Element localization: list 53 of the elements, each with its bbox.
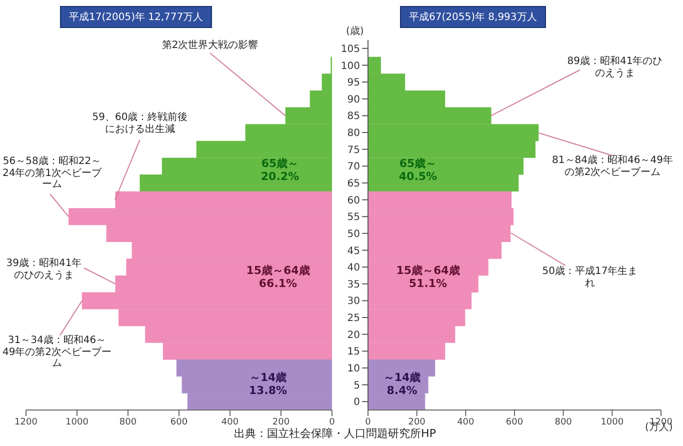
annotation: 15歳～64歳 51.1%: [395, 264, 461, 290]
y-tick-label: 0: [354, 397, 360, 408]
annotation: 39歳：昭和41年のひのえうま: [5, 258, 83, 281]
y-tick-label: 55: [347, 212, 360, 224]
y-tick-label: 25: [347, 313, 360, 324]
annotation: 89歳：昭和41年のひのえうま: [566, 56, 664, 79]
x-tick-label: 600: [170, 417, 188, 428]
annotation: ～14歳 13.8%: [248, 371, 288, 398]
annotation: 65歳～ 40.5%: [398, 157, 438, 184]
y-tick-label: 70: [347, 162, 360, 173]
chart-title: 平成17(2005)年 12,777万人: [60, 6, 212, 28]
y-tick-label: 85: [347, 111, 360, 122]
y-tick-label: 20: [347, 330, 360, 341]
x-tick-label: 1000: [66, 417, 89, 428]
x-tick-label: 400: [221, 417, 239, 428]
y-tick-label: 50: [347, 228, 360, 240]
annotation: 50歳：平成17年生まれ: [541, 266, 639, 289]
x-tick-label: 1200: [14, 417, 38, 428]
y-tick-label: 5: [354, 380, 360, 392]
y-tick-label: 35: [347, 279, 360, 290]
annotation: 15歳～64歳 66.1%: [245, 264, 311, 290]
x-tick-label: 1000: [600, 417, 624, 428]
y-tick-label: 40: [347, 262, 360, 274]
y-tick-label: 65: [347, 178, 360, 190]
x-tick-label: 800: [554, 417, 572, 428]
annotation: ～14歳 8.4%: [382, 371, 422, 398]
annotation: 81～84歳：昭和46～49年の第2次ベビーブーム: [551, 155, 674, 178]
annotation: 31～34歳：昭和46～49年の第2次ベビーブーム: [2, 335, 112, 370]
y-tick-label: 75: [347, 144, 360, 156]
x-tick-label: 200: [408, 417, 426, 428]
annotation: 59、60歳：終戦前後における出生減: [91, 112, 189, 135]
y-axis-title: (歳): [346, 24, 364, 38]
y-tick-label: 30: [347, 296, 360, 308]
y-tick-label: 45: [347, 246, 360, 257]
y-tick-label: 15: [347, 346, 360, 358]
annotation: 56～58歳：昭和22～24年の第1次ベビーブーム: [2, 156, 102, 190]
annotation: 65歳～ 20.2%: [260, 157, 300, 184]
x-tick-label: 0: [365, 417, 372, 428]
y-tick-label: 10: [347, 364, 360, 375]
y-tick-label: 95: [347, 78, 360, 89]
x-tick-label: 0: [329, 417, 336, 428]
y-tick-label: 60: [347, 195, 360, 206]
x-tick-label: 400: [457, 417, 475, 428]
x-tick-label: 200: [272, 417, 290, 428]
x-tick-label: 600: [506, 417, 524, 428]
y-tick-label: 100: [340, 60, 360, 72]
x-tick-label: 800: [119, 417, 137, 428]
y-tick-label: 105: [340, 44, 360, 55]
y-tick-label: 80: [347, 128, 360, 140]
y-tick-label: 90: [347, 94, 360, 106]
chart-title: 平成67(2055)年 8,993万人: [400, 6, 546, 28]
annotation: 第2次世界大戦の影響: [160, 40, 260, 52]
source-note: 出典：国立社会保障・人口問題研究所HP: [233, 427, 437, 441]
